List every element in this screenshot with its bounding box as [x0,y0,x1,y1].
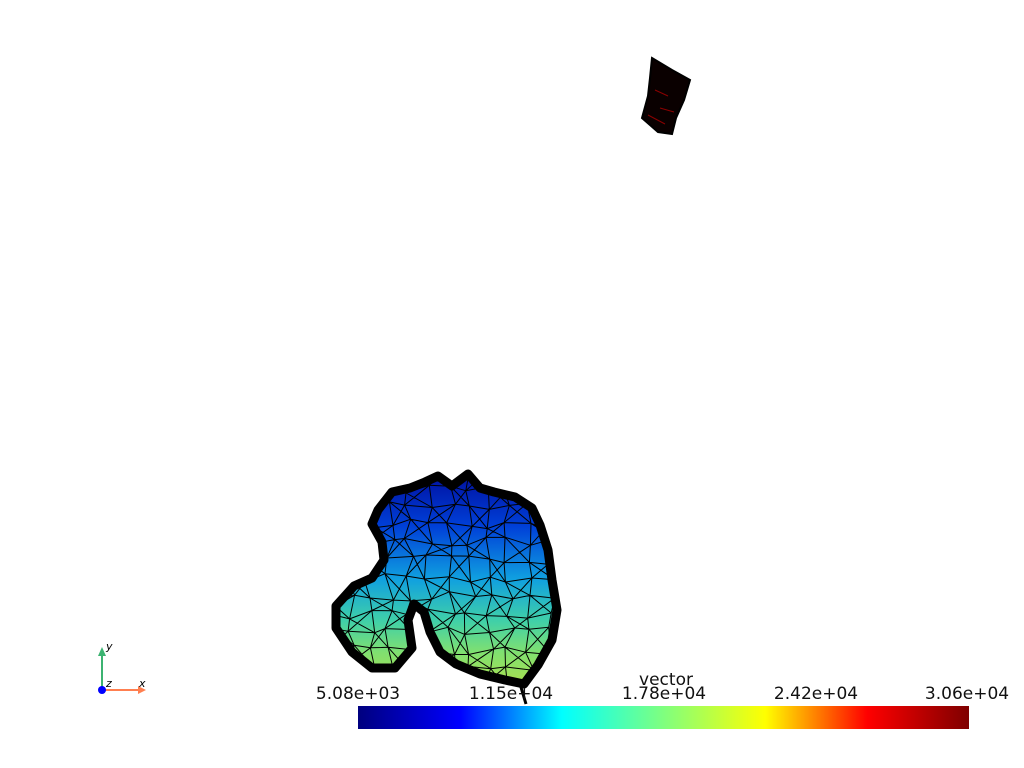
scalar-bar-gradient [358,706,969,729]
x-axis-label: x [139,677,146,690]
scalar-bar-tick-1: 1.15e+04 [468,684,554,704]
scalar-bar-title: vector [639,670,693,690]
orientation-axes [98,647,146,694]
scalar-bar-tick-4: 3.06e+04 [924,684,1010,704]
main-mesh [325,466,557,705]
x-axis-arrow [138,686,146,694]
scalar-bar-tick-3: 2.42e+04 [773,684,859,704]
y-axis-label: y [106,640,113,653]
z-axis-label: z [106,677,112,690]
z-axis-marker [98,686,106,694]
scalar-bar-tick-2: 1.78e+04 [621,684,707,704]
scalar-bar-tick-0: 5.08e+03 [315,684,401,704]
y-axis-arrow [98,647,106,656]
small-mesh [640,56,692,136]
